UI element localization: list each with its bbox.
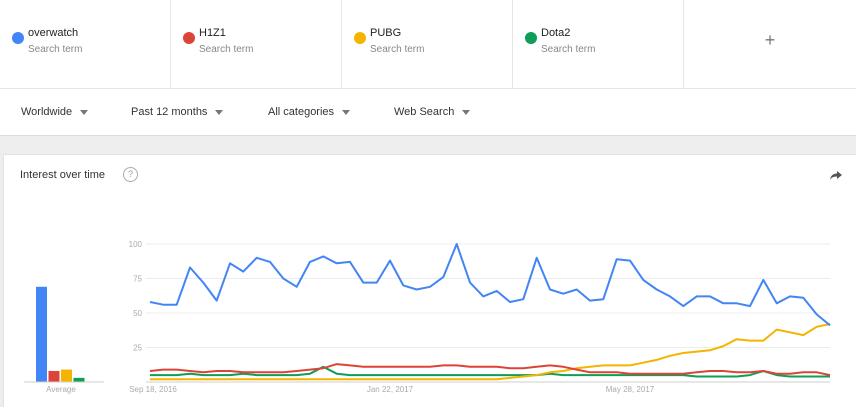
category-label: All categories xyxy=(268,106,335,118)
time-range-dropdown[interactable]: Past 12 months xyxy=(131,106,224,118)
average-bar-pubg xyxy=(61,369,72,382)
search-term-sub: Search term xyxy=(199,44,254,55)
search-property-label: Web Search xyxy=(394,106,455,118)
caret-down-icon xyxy=(80,109,89,115)
series-line-h1z1 xyxy=(149,363,831,377)
share-icon[interactable] xyxy=(828,167,844,183)
x-tick-label: May 28, 2017 xyxy=(606,385,655,394)
plus-icon: + xyxy=(764,30,776,50)
search-term-1[interactable]: overwatch Search term xyxy=(0,0,171,88)
search-term-4[interactable]: Dota2 Search term xyxy=(513,0,684,88)
y-tick-label: 50 xyxy=(133,309,142,318)
y-tick-label: 25 xyxy=(133,344,142,353)
search-term-3[interactable]: PUBG Search term xyxy=(342,0,513,88)
series-line-dota2 xyxy=(150,365,830,378)
search-term-name: PUBG xyxy=(370,27,402,39)
overwatch-color-dot xyxy=(12,32,24,44)
h1z1-color-dot xyxy=(183,32,195,44)
dota2-color-dot xyxy=(525,32,537,44)
add-comparison-button[interactable]: + xyxy=(684,0,856,88)
card-title: Interest over time xyxy=(20,169,105,181)
average-label: Average xyxy=(46,385,76,394)
x-tick-label: Jan 22, 2017 xyxy=(367,385,414,394)
caret-down-icon xyxy=(342,109,351,115)
search-property-dropdown[interactable]: Web Search xyxy=(394,106,471,118)
search-term-sub: Search term xyxy=(541,44,596,55)
caret-down-icon xyxy=(462,109,471,115)
search-term-name: H1Z1 xyxy=(199,27,226,39)
series-line-overwatch xyxy=(149,243,831,327)
search-term-sub: Search term xyxy=(370,44,425,55)
x-tick-label: Sep 18, 2016 xyxy=(129,385,177,394)
average-bar-dota2 xyxy=(73,377,85,382)
region-label: Worldwide xyxy=(21,106,73,118)
caret-down-icon xyxy=(215,109,224,115)
region-dropdown[interactable]: Worldwide xyxy=(21,106,89,118)
average-bar-overwatch xyxy=(36,286,47,382)
interest-over-time-card: 100 75 50 25 Sep 18, 2016 Jan 22, 2017 May 28,… xyxy=(4,155,856,407)
y-tick-label: 100 xyxy=(129,240,143,249)
search-term-2[interactable]: H1Z1 Search term xyxy=(171,0,342,88)
average-bar-h1z1 xyxy=(48,370,60,382)
pubg-color-dot xyxy=(354,32,366,44)
category-dropdown[interactable]: All categories xyxy=(268,106,351,118)
search-term-sub: Search term xyxy=(28,44,83,55)
filter-bar: Worldwide Past 12 months All categories … xyxy=(0,88,856,136)
help-icon[interactable]: ? xyxy=(123,167,138,182)
time-range-label: Past 12 months xyxy=(131,106,208,118)
interest-over-time-chart[interactable]: 100 75 50 25 Sep 18, 2016 Jan 22, 2017 May 28,… xyxy=(4,155,856,407)
search-terms-bar: overwatch Search term H1Z1 Search term P… xyxy=(0,0,856,88)
series-line-pubg xyxy=(150,323,831,381)
search-term-name: Dota2 xyxy=(541,27,571,39)
search-term-name: overwatch xyxy=(28,27,79,39)
y-tick-label: 75 xyxy=(133,275,142,284)
